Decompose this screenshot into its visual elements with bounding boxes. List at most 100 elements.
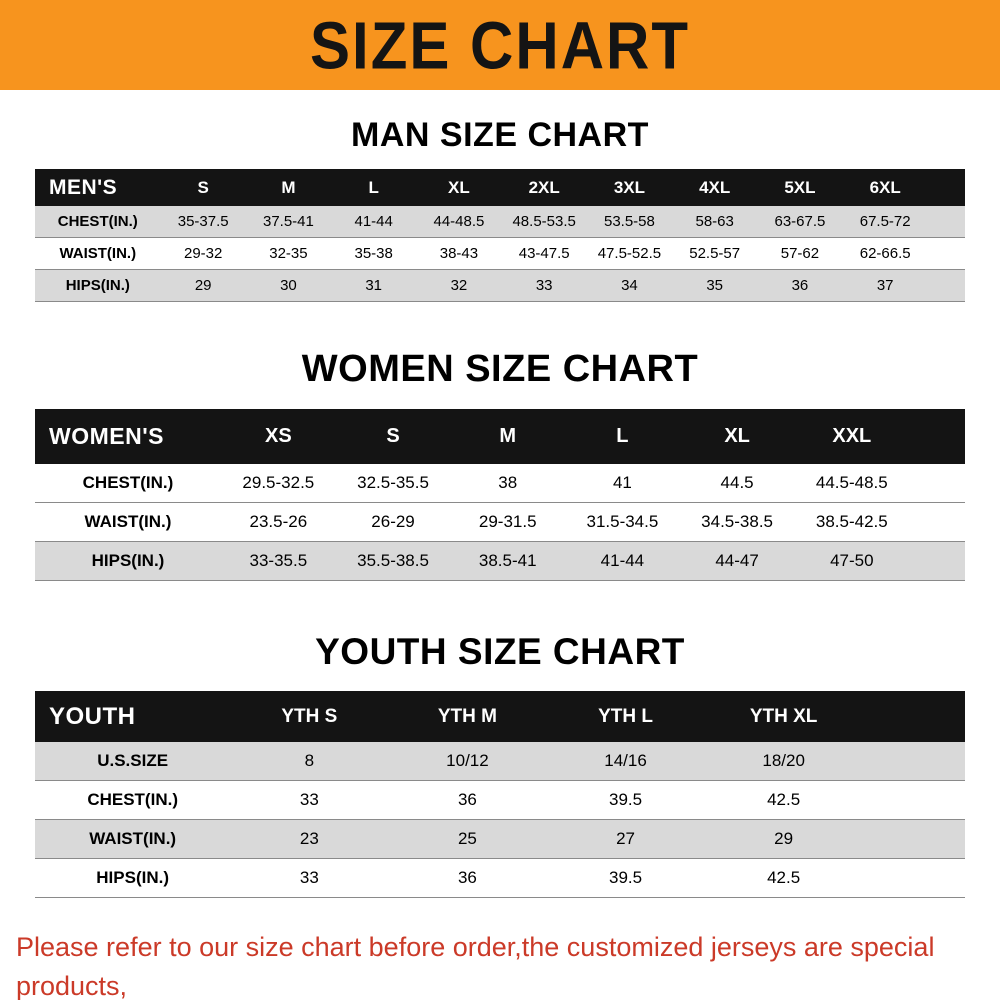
value-cell: 41-44 [331, 206, 417, 238]
women-section-heading: WOMEN SIZE CHART [301, 348, 699, 390]
row-spacer [927, 269, 965, 302]
women-column-header-xs: XS [221, 409, 336, 464]
value-cell: 31 [331, 269, 417, 302]
women-column-header-l: L [565, 409, 680, 464]
row-label: CHEST(IN.) [35, 464, 221, 503]
youth-column-header-yth-l: YTH L [546, 691, 705, 742]
youth-row-u.s.size: U.S.SIZE 8 10/12 14/16 18/20 [35, 742, 965, 781]
value-cell: 29-32 [160, 237, 246, 270]
value-cell: 32-35 [245, 237, 332, 270]
value-cell: 34.5-38.5 [679, 502, 795, 542]
youth-column-header-yth-s: YTH S [230, 691, 389, 742]
value-cell: 53.5-58 [586, 206, 673, 238]
value-cell: 23.5-26 [221, 502, 336, 542]
women-header-spacer [909, 409, 965, 464]
value-cell: 25 [388, 819, 547, 859]
row-spacer [862, 780, 965, 820]
value-cell: 29 [160, 269, 246, 302]
value-cell: 18/20 [704, 742, 863, 781]
value-cell: 29-31.5 [450, 502, 566, 542]
value-cell: 32 [416, 269, 502, 302]
youth-column-header-yth-xl: YTH XL [704, 691, 863, 742]
value-cell: 36 [388, 780, 547, 820]
value-cell: 38.5-42.5 [794, 502, 910, 542]
value-cell: 47.5-52.5 [586, 237, 673, 270]
value-cell: 14/16 [546, 742, 705, 781]
women-size-table: WOMEN'S XS S M L XL XXL CHEST(IN.) 29.5-32.5 32.5… [35, 409, 965, 581]
youth-corner-label: YOUTH [35, 691, 231, 742]
value-cell: 44-48.5 [416, 206, 502, 238]
row-label: HIPS(IN.) [35, 541, 221, 581]
value-cell: 38.5-41 [450, 541, 566, 581]
value-cell: 63-67.5 [757, 206, 843, 238]
value-cell: 26-29 [335, 502, 451, 542]
youth-row-hips-in.-: HIPS(IN.) 33 36 39.5 42.5 [35, 858, 965, 898]
value-cell: 35 [672, 269, 758, 302]
value-cell: 34 [586, 269, 673, 302]
row-label: WAIST(IN.) [35, 237, 161, 270]
youth-header-row: YOUTH YTH S YTH M YTH L YTH XL [35, 691, 965, 742]
value-cell: 38 [450, 464, 566, 503]
value-cell: 62-66.5 [842, 237, 928, 270]
value-cell: 29.5-32.5 [221, 464, 336, 503]
value-cell: 33 [501, 269, 587, 302]
value-cell: 31.5-34.5 [565, 502, 680, 542]
men-row-chest-in.-: CHEST(IN.) 35-37.5 37.5-41 41-44 44-48.5 48.5… [35, 206, 965, 238]
row-spacer [909, 502, 965, 542]
value-cell: 37.5-41 [245, 206, 332, 238]
youth-row-chest-in.-: CHEST(IN.) 33 36 39.5 42.5 [35, 780, 965, 820]
row-spacer [927, 237, 965, 270]
value-cell: 42.5 [704, 780, 863, 820]
value-cell: 52.5-57 [672, 237, 758, 270]
youth-column-header-yth-m: YTH M [388, 691, 547, 742]
value-cell: 39.5 [546, 858, 705, 898]
women-column-header-s: S [335, 409, 451, 464]
men-row-waist-in.-: WAIST(IN.) 29-32 32-35 35-38 38-43 43-47.5 47.… [35, 237, 965, 270]
youth-row-waist-in.-: WAIST(IN.) 23 25 27 29 [35, 819, 965, 859]
value-cell: 29 [704, 819, 863, 859]
footer-disclaimer: Please refer to our size chart before or… [16, 928, 1000, 1000]
value-cell: 41-44 [565, 541, 680, 581]
value-cell: 37 [842, 269, 928, 302]
youth-header-spacer [862, 691, 965, 742]
men-column-header-3xl: 3XL [586, 169, 673, 206]
men-column-header-2xl: 2XL [501, 169, 587, 206]
women-row-hips-in.-: HIPS(IN.) 33-35.5 35.5-38.5 38.5-41 41-44 44-… [35, 541, 965, 581]
men-column-header-6xl: 6XL [842, 169, 928, 206]
value-cell: 44.5-48.5 [794, 464, 910, 503]
row-label: WAIST(IN.) [35, 502, 221, 542]
women-row-chest-in.-: CHEST(IN.) 29.5-32.5 32.5-35.5 38 41 44.5 44.5… [35, 464, 965, 503]
row-spacer [909, 541, 965, 581]
men-column-header-xl: XL [416, 169, 502, 206]
men-column-header-5xl: 5XL [757, 169, 843, 206]
row-label: HIPS(IN.) [35, 858, 231, 898]
men-header-spacer [927, 169, 965, 206]
value-cell: 41 [565, 464, 680, 503]
men-corner-label: MEN'S [35, 169, 161, 206]
row-label: CHEST(IN.) [35, 206, 161, 238]
women-column-header-xl: XL [679, 409, 795, 464]
value-cell: 48.5-53.5 [501, 206, 587, 238]
row-label: WAIST(IN.) [35, 819, 231, 859]
men-column-header-s: S [160, 169, 246, 206]
value-cell: 32.5-35.5 [335, 464, 451, 503]
value-cell: 33-35.5 [221, 541, 336, 581]
footer-line-1: Please refer to our size chart before or… [16, 932, 935, 1000]
value-cell: 43-47.5 [501, 237, 587, 270]
youth-size-table: YOUTH YTH S YTH M YTH L YTH XL U.S.SIZE 8 10/12… [35, 691, 965, 898]
banner: SIZE CHART [0, 0, 1000, 90]
row-label: CHEST(IN.) [35, 780, 231, 820]
value-cell: 67.5-72 [842, 206, 928, 238]
value-cell: 8 [230, 742, 389, 781]
women-column-header-m: M [450, 409, 566, 464]
value-cell: 38-43 [416, 237, 502, 270]
value-cell: 47-50 [794, 541, 910, 581]
value-cell: 44.5 [679, 464, 795, 503]
value-cell: 57-62 [757, 237, 843, 270]
men-column-header-l: L [331, 169, 417, 206]
value-cell: 39.5 [546, 780, 705, 820]
value-cell: 42.5 [704, 858, 863, 898]
row-spacer [862, 858, 965, 898]
men-header-row: MEN'S S M L XL 2XL 3XL 4XL 5XL 6XL [35, 169, 965, 206]
